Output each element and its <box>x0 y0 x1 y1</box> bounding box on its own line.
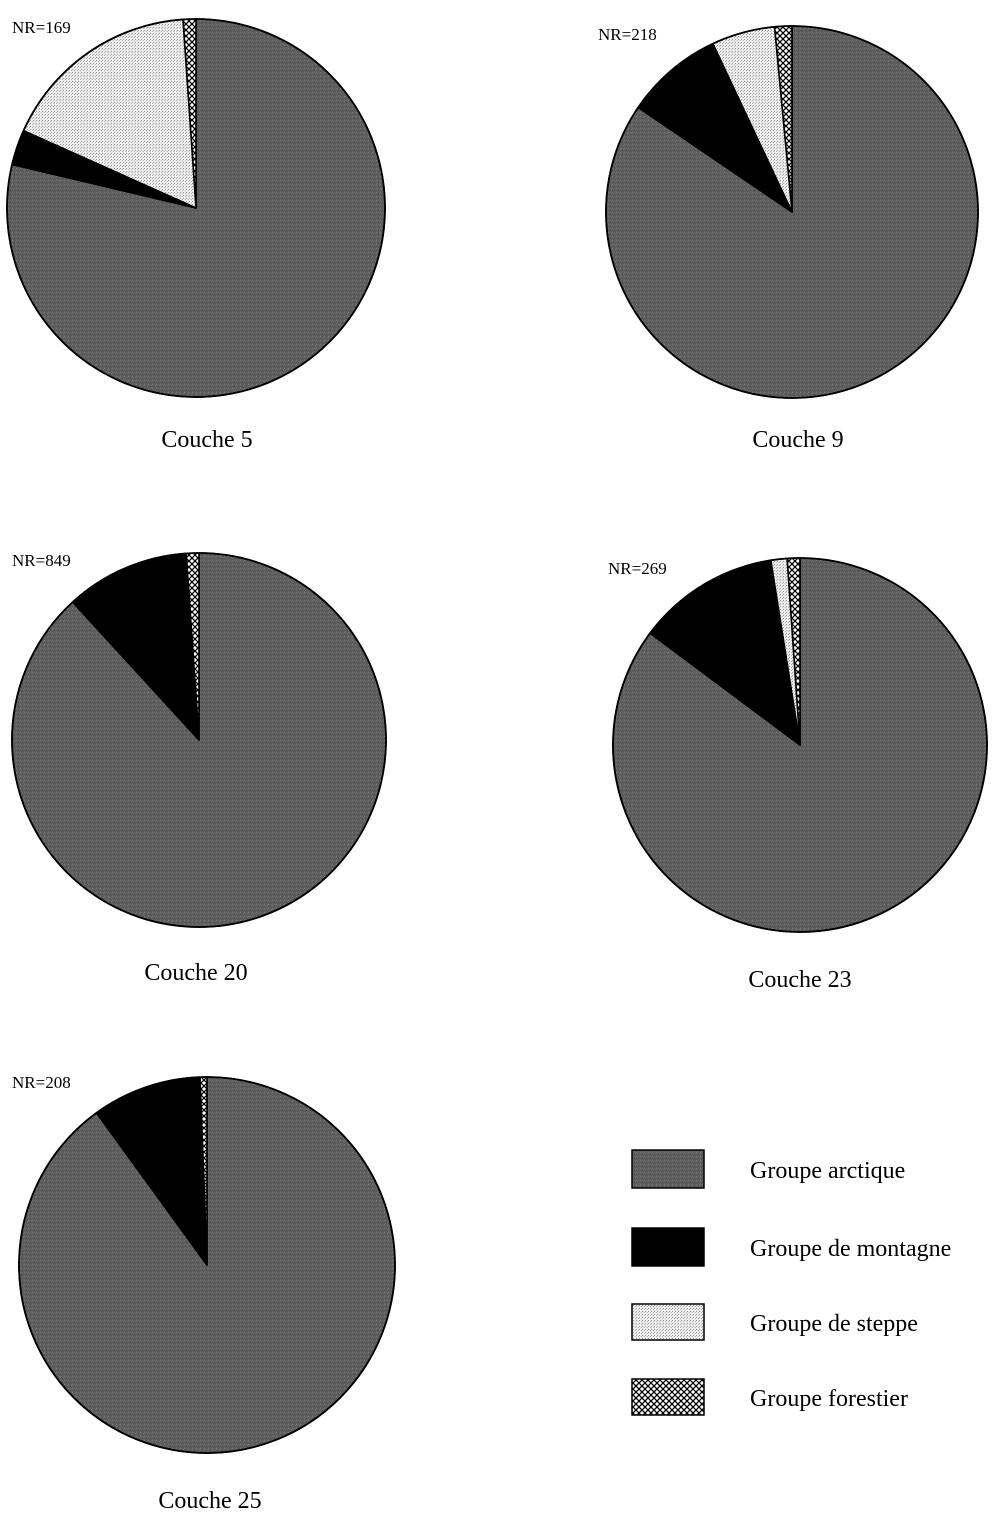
pie-outline <box>605 25 979 399</box>
chart-title: Couche 5 <box>161 427 252 453</box>
legend-swatch-mountain <box>631 1227 705 1267</box>
pie-chart-couche-5 <box>6 18 386 398</box>
legend: Groupe arctique Groupe de montagne Group… <box>631 1149 951 1416</box>
chart-title: Couche 23 <box>748 967 851 993</box>
pie-chart-couche-20 <box>11 552 387 928</box>
pie-outline <box>6 18 386 398</box>
sample-size-labels: NR=169 NR=218 NR=849 NR=269 NR=208 <box>12 18 667 1092</box>
legend-swatch-steppe <box>631 1303 705 1341</box>
nr-label: NR=208 <box>12 1073 71 1092</box>
legend-label: Groupe forestier <box>750 1386 908 1412</box>
nr-label: NR=218 <box>598 25 657 44</box>
legend-swatch-arctic <box>631 1149 705 1189</box>
pie-outline <box>18 1076 396 1454</box>
legend-swatch-forest <box>631 1378 705 1416</box>
pie-charts <box>6 18 988 1454</box>
chart-title: Couche 9 <box>752 427 843 453</box>
nr-label: NR=269 <box>608 559 667 578</box>
chart-captions: Couche 5 Couche 9 Couche 20 Couche 23 Co… <box>144 427 851 1514</box>
chart-title: Couche 25 <box>158 1488 261 1514</box>
pie-outline <box>11 552 387 928</box>
pie-chart-couche-25 <box>18 1076 396 1454</box>
pie-outline <box>612 557 988 933</box>
legend-label: Groupe arctique <box>750 1158 905 1184</box>
pie-chart-couche-9 <box>605 25 979 399</box>
legend-label: Groupe de steppe <box>750 1311 918 1337</box>
nr-label: NR=169 <box>12 18 71 37</box>
chart-title: Couche 20 <box>144 960 247 986</box>
legend-label: Groupe de montagne <box>750 1236 951 1262</box>
pie-chart-couche-23 <box>612 557 988 933</box>
nr-label: NR=849 <box>12 551 71 570</box>
